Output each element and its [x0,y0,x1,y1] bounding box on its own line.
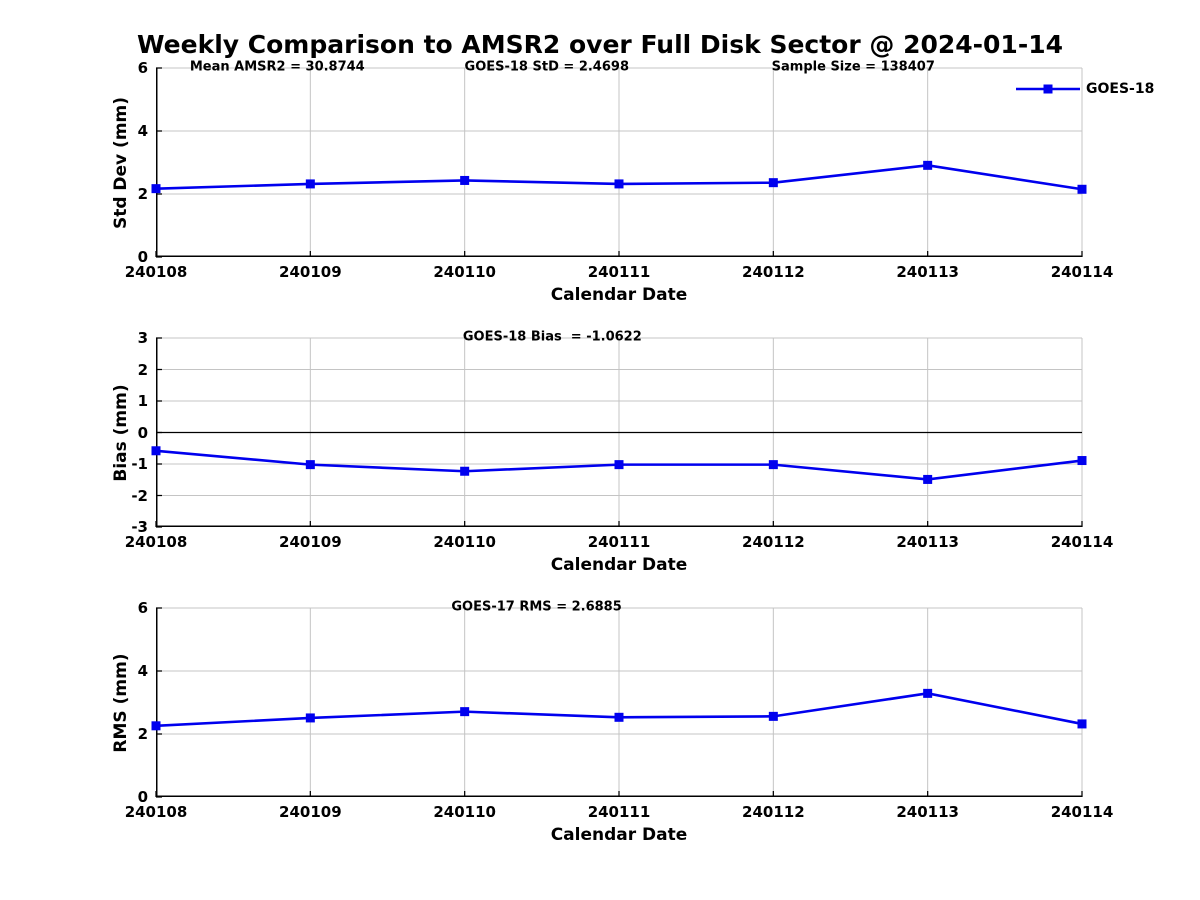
data-point [151,446,161,456]
legend-marker [1043,84,1053,94]
legend-sample [1016,84,1080,94]
x-tick-label: 240110 [433,533,496,551]
data-point [1077,184,1087,194]
data-point [768,711,778,721]
y-axis-label: Std Dev (mm) [111,96,131,229]
plot-bias [151,337,1087,528]
plot-std-dev [151,67,1087,258]
data-point [614,460,624,470]
data-point [151,184,161,194]
figure-title: Weekly Comparison to AMSR2 over Full Dis… [136,30,1063,59]
x-tick-label: 240110 [433,803,496,821]
x-tick-label: 240109 [279,803,342,821]
x-tick-label: 240113 [896,263,959,281]
x-tick-label: 240112 [742,803,805,821]
x-axis-label: Calendar Date [550,285,688,305]
y-tick-label: 0 [137,423,148,442]
x-tick-label: 240113 [896,533,959,551]
data-point [460,466,470,476]
x-tick-label: 240108 [124,263,188,281]
data-point [305,460,315,470]
y-axis-label: RMS (mm) [111,652,131,753]
data-point [305,179,315,189]
x-tick-label: 240111 [587,263,651,281]
data-point [614,712,624,722]
annotation: GOES-18 Bias = -1.0622 [462,329,642,345]
y-tick-label: 2 [137,725,148,743]
y-axis-label: Bias (mm) [111,383,131,482]
data-point [923,160,933,170]
y-tick-label: 6 [137,599,148,617]
y-tick-label: -3 [131,518,148,536]
legend: GOES-18 [1016,81,1154,97]
annotation: GOES-18 StD = 2.4698 [464,59,629,75]
y-tick-label: 4 [137,662,148,680]
data-point [923,688,933,698]
legend-label: GOES-18 [1086,81,1155,97]
data-point [614,179,624,189]
data-point [1077,456,1087,466]
annotation: Mean AMSR2 = 30.8744 [189,59,365,75]
x-tick-label: 240111 [587,533,651,551]
data-point [460,707,470,717]
x-tick-label: 240114 [1050,533,1114,551]
y-tick-label: 6 [137,59,148,77]
y-tick-label: 4 [137,122,148,140]
x-tick-label: 240112 [742,533,805,551]
y-tick-label: 1 [137,392,148,410]
x-tick-label: 240113 [896,803,959,821]
y-tick-label: -2 [131,486,148,505]
data-point [1077,719,1087,729]
data-point [923,474,933,484]
data-point [151,721,161,731]
annotation: Sample Size = 138407 [771,59,935,75]
x-tick-label: 240109 [279,533,342,551]
x-tick-label: 240110 [433,263,496,281]
x-tick-label: 240108 [124,533,188,551]
y-tick-label: 2 [137,185,148,203]
plot-rms [151,607,1087,798]
x-tick-label: 240114 [1050,803,1114,821]
x-tick-label: 240111 [587,803,651,821]
x-axis-label: Calendar Date [550,555,688,575]
y-tick-label: -1 [131,455,148,473]
data-point [768,178,778,188]
data-point [305,713,315,723]
x-tick-label: 240112 [742,263,805,281]
x-tick-label: 240109 [279,263,342,281]
y-tick-label: 0 [137,248,148,266]
x-axis-label: Calendar Date [550,825,688,845]
y-tick-label: 0 [137,788,148,806]
x-tick-label: 240114 [1050,263,1114,281]
x-tick-label: 240108 [124,803,188,821]
data-point [460,175,470,185]
annotation: GOES-17 RMS = 2.6885 [451,599,622,615]
y-tick-label: 2 [137,360,148,379]
y-tick-label: 3 [137,329,148,347]
data-point [768,460,778,470]
